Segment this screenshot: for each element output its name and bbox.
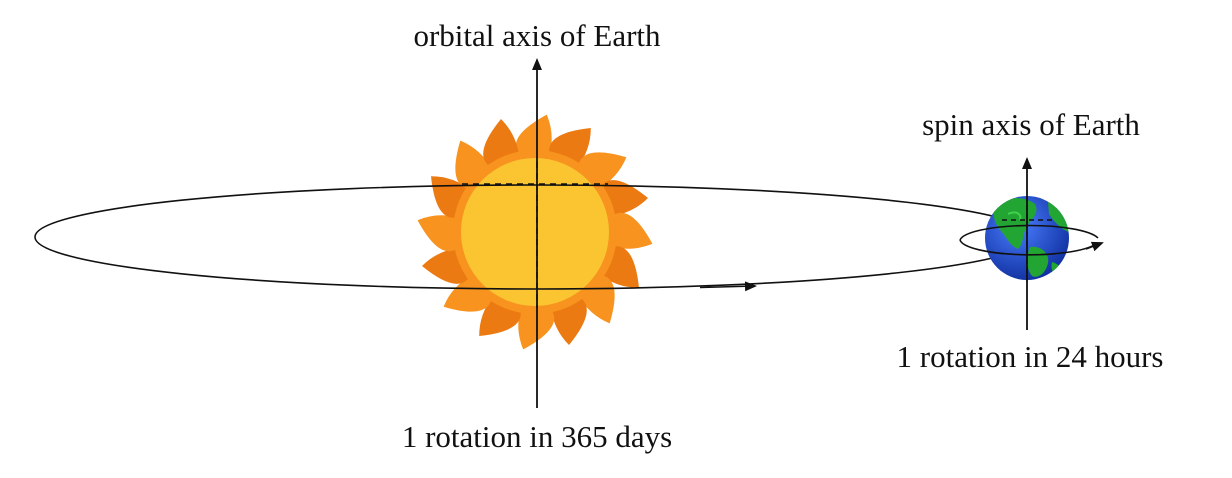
spin-rotation-back <box>959 224 1099 241</box>
spin-rotation-front <box>959 239 1097 256</box>
sun-ray <box>417 215 461 252</box>
spin-period-label: 1 rotation in 24 hours <box>897 339 1164 374</box>
sun-ray <box>609 212 653 249</box>
earth-land-north-america <box>993 198 1037 249</box>
sun-ray <box>515 114 552 158</box>
orbital-axis-label: orbital axis of Earth <box>413 18 661 53</box>
sun-icon <box>417 114 653 350</box>
earth-land-east <box>1048 202 1069 232</box>
spin-axis-label: spin axis of Earth <box>922 107 1140 142</box>
earth-land-south <box>1051 262 1063 278</box>
spin-direction-arrow <box>1085 241 1104 252</box>
sun-disc <box>461 158 609 306</box>
earth-land-highlight <box>1007 211 1022 221</box>
orbital-period-label: 1 rotation in 365 days <box>402 419 672 454</box>
orbit-direction-arrow <box>699 281 757 292</box>
